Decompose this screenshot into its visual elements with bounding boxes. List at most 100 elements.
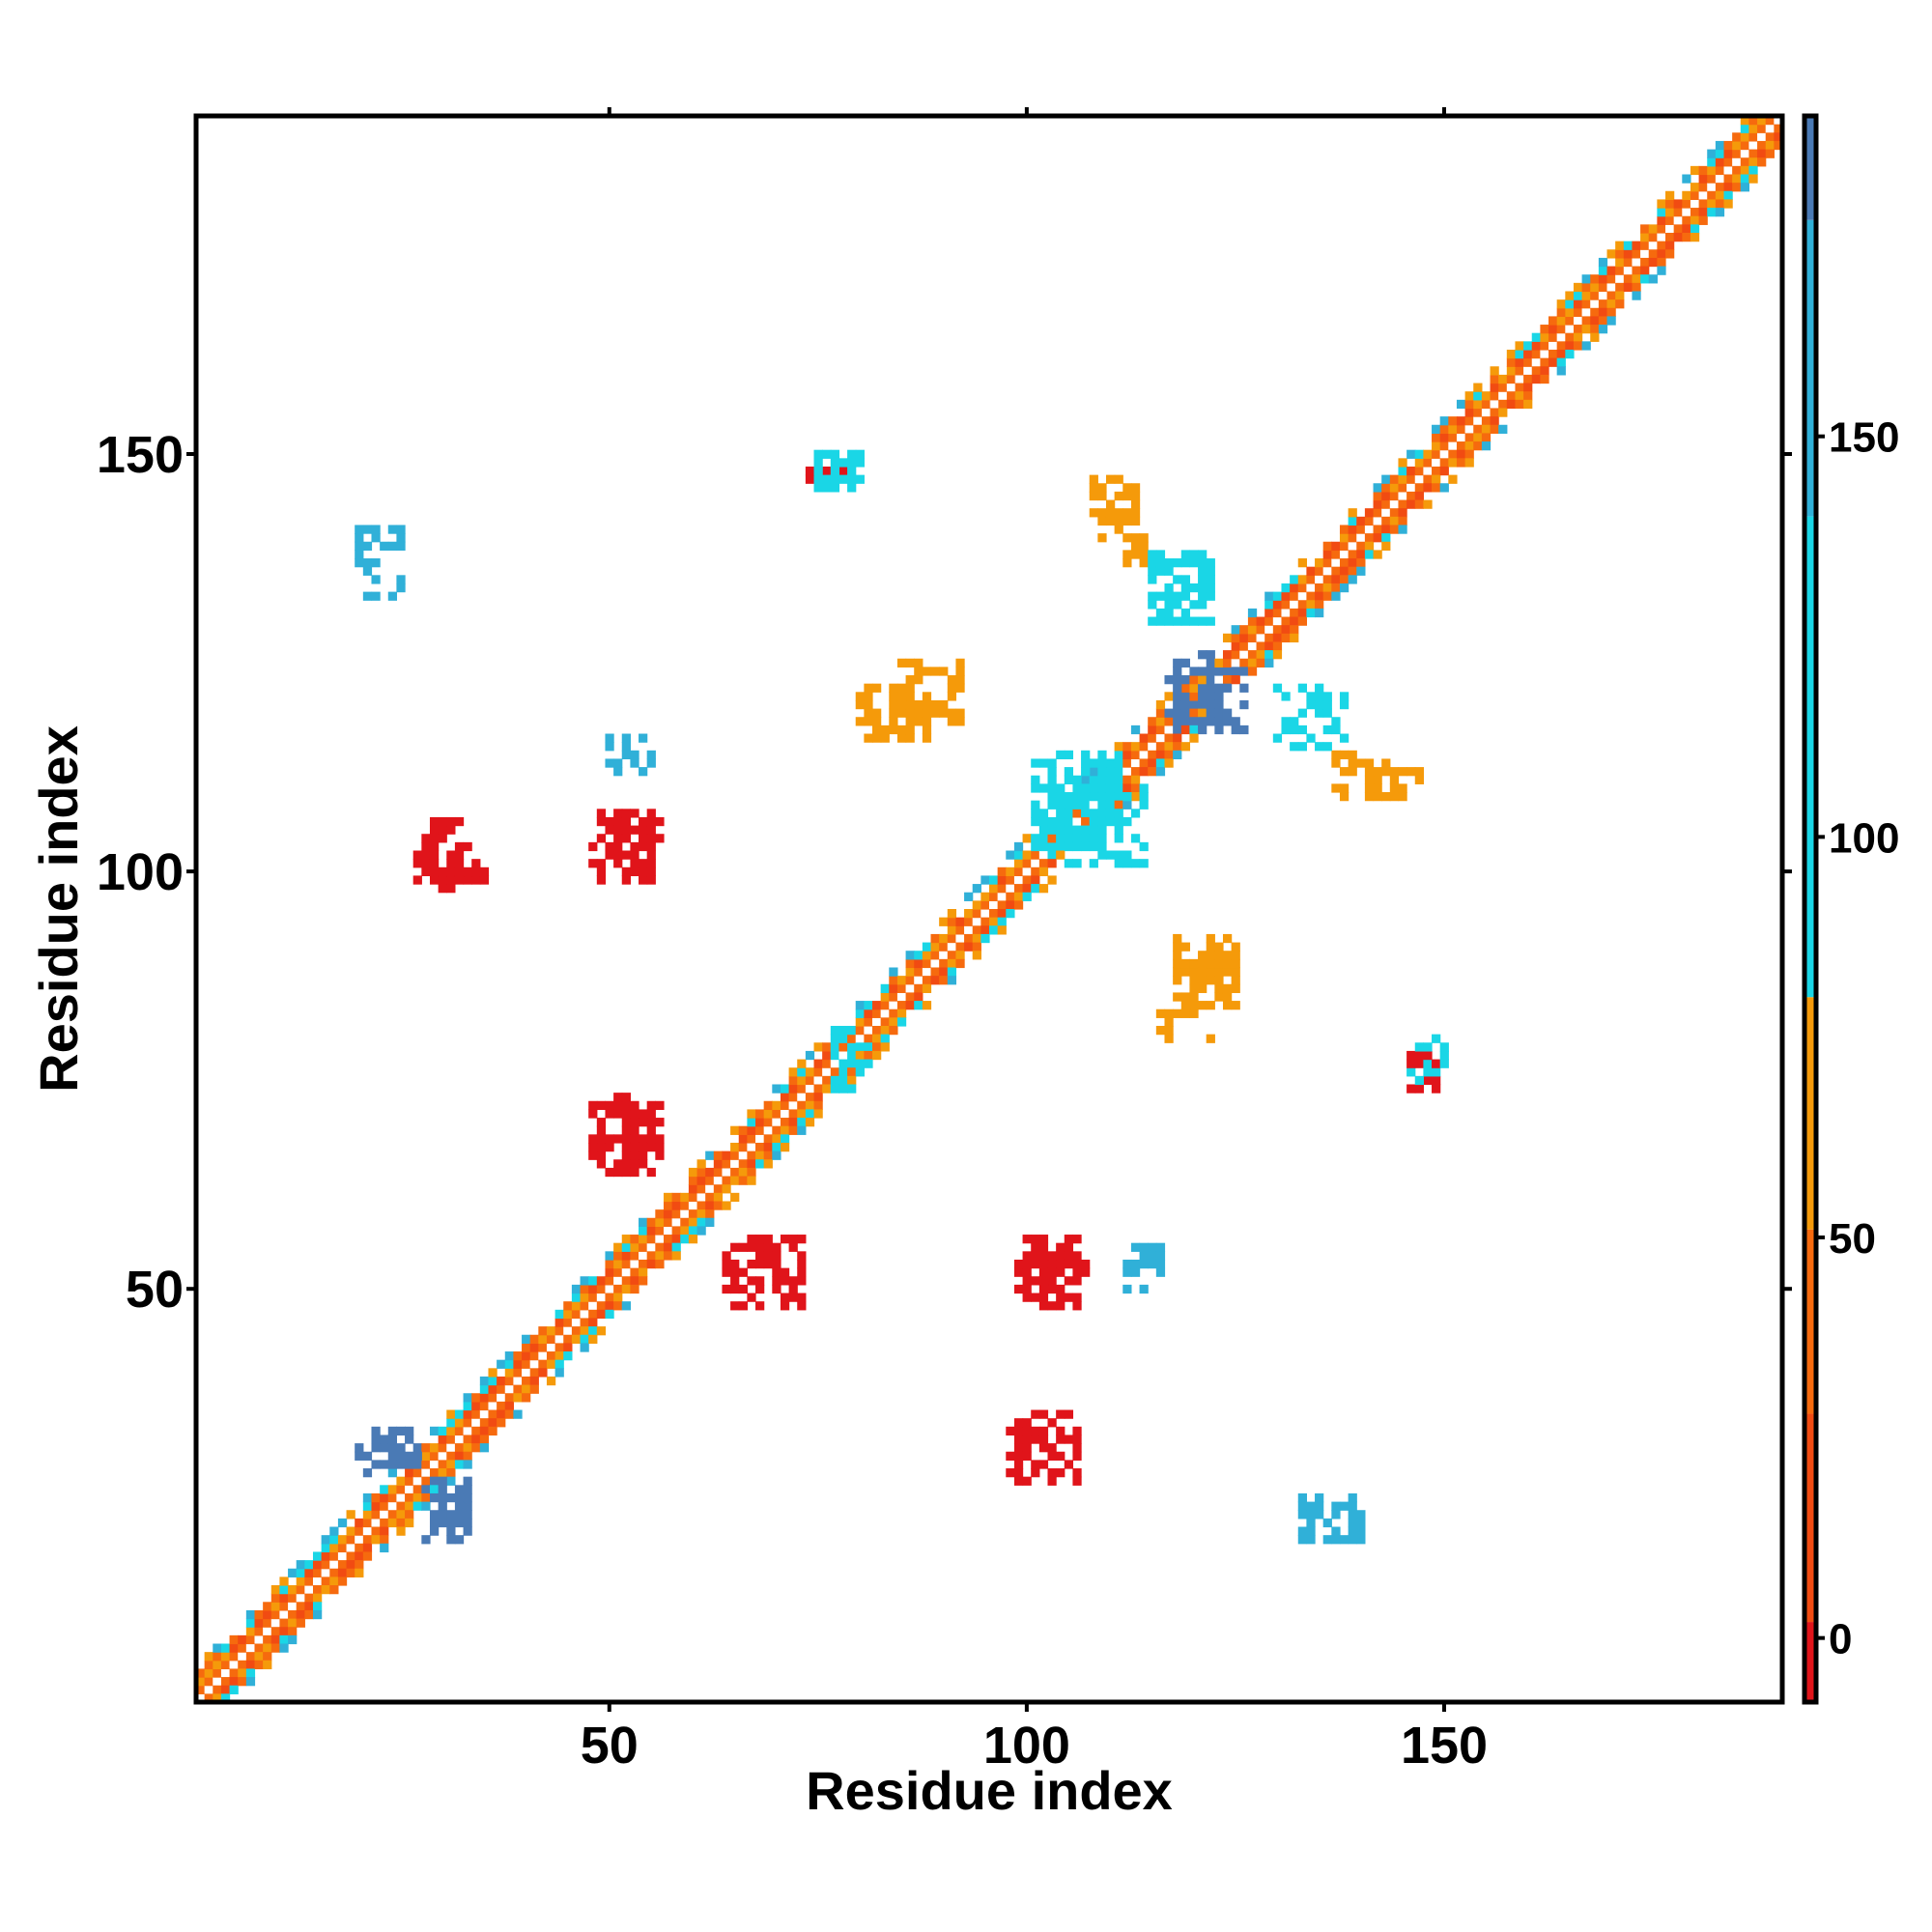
- heatmap-cell: [1164, 750, 1174, 760]
- heatmap-cell: [1097, 533, 1107, 543]
- heatmap-cell: [446, 1510, 456, 1520]
- heatmap-cell: [955, 658, 965, 668]
- heatmap-cell: [1198, 724, 1208, 735]
- heatmap-cell: [1013, 1476, 1024, 1486]
- heatmap-cell: [1673, 208, 1683, 217]
- heatmap-cell: [922, 983, 932, 994]
- heatmap-cell: [429, 816, 440, 827]
- heatmap-cell: [355, 1568, 364, 1577]
- heatmap-cell: [1381, 491, 1391, 501]
- heatmap-cell: [738, 1267, 748, 1277]
- heatmap-cell: [463, 841, 472, 852]
- heatmap-cell: [1506, 391, 1517, 401]
- heatmap-cell: [621, 1276, 631, 1286]
- heatmap-cell: [454, 859, 465, 868]
- heatmap-cell: [1297, 1492, 1307, 1503]
- heatmap-cell: [312, 1593, 323, 1603]
- heatmap-cell: [1072, 775, 1082, 784]
- heatmap-cell: [747, 1142, 756, 1152]
- heatmap-cell: [387, 1492, 398, 1503]
- heatmap-cell: [1022, 1426, 1032, 1436]
- heatmap-cell: [621, 1259, 631, 1269]
- heatmap-cell: [1623, 241, 1634, 250]
- heatmap-cell: [1732, 132, 1742, 142]
- heatmap-cell: [1047, 1468, 1057, 1478]
- heatmap-cell: [438, 1435, 447, 1444]
- heatmap-cell: [1272, 625, 1283, 635]
- heatmap-cell: [1122, 758, 1132, 768]
- heatmap-cell: [346, 1543, 355, 1553]
- heatmap-cell: [1322, 566, 1332, 576]
- heatmap-cell: [1439, 449, 1449, 459]
- heatmap-cell: [263, 1618, 272, 1628]
- heatmap-cell: [1315, 699, 1324, 710]
- heatmap-cell: [1180, 675, 1191, 685]
- heatmap-cell: [538, 1334, 548, 1344]
- heatmap-cell: [838, 458, 848, 468]
- heatmap-cell: [1056, 1284, 1065, 1294]
- heatmap-cell: [387, 1435, 398, 1444]
- heatmap-cell: [1006, 867, 1015, 877]
- heatmap-cell: [1473, 408, 1483, 417]
- heatmap-cell: [1406, 767, 1416, 777]
- heatmap-cell: [621, 750, 631, 760]
- heatmap-cell: [529, 1368, 539, 1378]
- heatmap-cell: [1173, 1009, 1182, 1018]
- heatmap-cell: [1130, 533, 1141, 543]
- heatmap-cell: [1406, 1050, 1416, 1061]
- heatmap-cell: [1398, 466, 1407, 476]
- heatmap-cell: [639, 1226, 648, 1236]
- heatmap-cell: [438, 834, 447, 843]
- heatmap-cell: [1707, 190, 1717, 201]
- heatmap-cell: [1148, 550, 1157, 559]
- heatmap-cell: [655, 1235, 665, 1244]
- heatmap-cell: [371, 1526, 381, 1536]
- heatmap-cell: [880, 1017, 890, 1027]
- heatmap-cell: [1006, 892, 1015, 901]
- heatmap-cell: [288, 1585, 298, 1595]
- heatmap-cell: [1206, 717, 1215, 726]
- heatmap-cell: [1022, 1235, 1032, 1244]
- heatmap-cell: [245, 1609, 256, 1620]
- heatmap-cell: [605, 1267, 614, 1277]
- heatmap-cell: [1339, 575, 1350, 584]
- heatmap-cell: [1682, 174, 1691, 184]
- heatmap-cell: [1164, 591, 1174, 601]
- heatmap-cell: [1481, 399, 1492, 410]
- heatmap-cell: [896, 683, 907, 693]
- heatmap-cell: [1364, 767, 1375, 777]
- heatmap-cell: [1089, 491, 1098, 501]
- heatmap-cell: [646, 1167, 656, 1178]
- heatmap-cell: [446, 1518, 456, 1528]
- heatmap-cell: [847, 1059, 857, 1068]
- heatmap-cell: [563, 1334, 573, 1344]
- heatmap-cell: [847, 458, 857, 468]
- heatmap-cell: [780, 1267, 790, 1277]
- heatmap-cell: [872, 1034, 882, 1043]
- heatmap-cell: [1406, 466, 1416, 476]
- heatmap-cell: [355, 525, 364, 534]
- heatmap-cell: [329, 1585, 339, 1595]
- heatmap-cell: [1515, 383, 1524, 392]
- heatmap-cell: [1423, 483, 1433, 493]
- heatmap-cell: [1097, 750, 1107, 760]
- heatmap-cell: [1640, 232, 1650, 242]
- heatmap-cell: [605, 816, 614, 827]
- heatmap-cell: [1130, 809, 1141, 818]
- heatmap-cell: [646, 1251, 656, 1261]
- heatmap-cell: [1189, 992, 1199, 1002]
- heatmap-cell: [312, 1568, 323, 1577]
- heatmap-cell: [412, 859, 422, 868]
- heatmap-cell: [538, 1359, 548, 1369]
- heatmap-cell: [989, 917, 999, 926]
- heatmap-cell: [1740, 132, 1750, 142]
- heatmap-cell: [855, 458, 865, 468]
- heatmap-cell: [1105, 508, 1116, 518]
- heatmap-cell: [613, 1109, 623, 1119]
- heatmap-cell: [229, 1643, 239, 1653]
- heatmap-cell: [997, 925, 1007, 935]
- heatmap-cell: [371, 558, 381, 568]
- heatmap-cell: [1139, 733, 1149, 743]
- heatmap-cell: [1148, 758, 1157, 768]
- heatmap-cell: [438, 875, 447, 885]
